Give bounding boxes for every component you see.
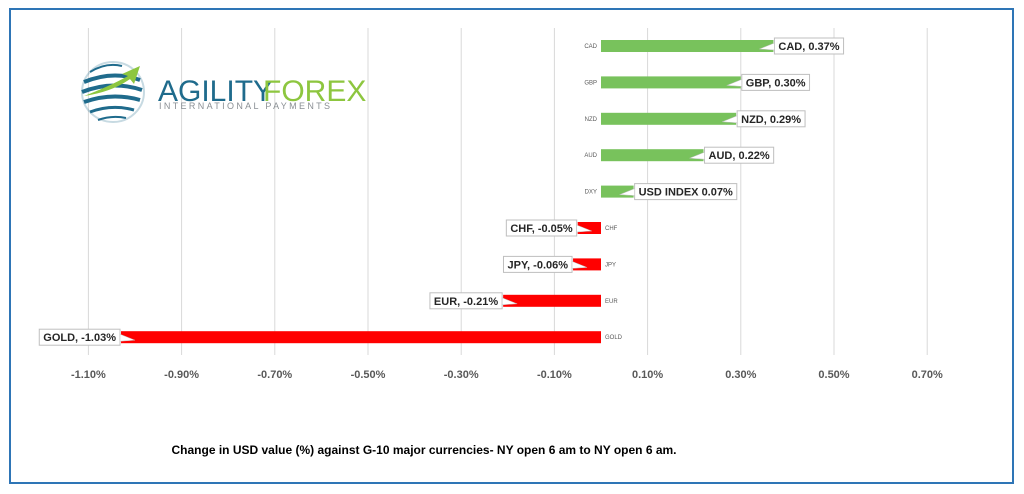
data-label-pointer (759, 42, 775, 51)
data-label-pointer (571, 261, 588, 269)
data-label: USD INDEX 0.07% (619, 183, 738, 201)
data-label-pointer (619, 188, 635, 196)
data-label-text: CHF, -0.05% (510, 223, 573, 235)
chart-frame (9, 8, 1014, 484)
x-tick-label: -0.30% (444, 369, 479, 381)
category-label: CAD (584, 44, 597, 50)
category-labels: CAD GBP NZD AUD DXY CHF JPY EUR GOLD (584, 44, 622, 341)
data-label-text: GBP, 0.30% (746, 77, 806, 89)
data-label-pointer (689, 151, 705, 160)
data-label-pointer (501, 297, 518, 306)
category-label: CHF (605, 226, 618, 232)
data-label-text: EUR, -0.21% (434, 296, 498, 308)
category-label: AUD (584, 153, 597, 159)
brand-word-1: AGILITY (158, 75, 273, 108)
data-label-pointer (119, 333, 136, 342)
data-label: GBP, 0.30% (726, 73, 811, 91)
x-tick-label: 0.50% (818, 369, 849, 381)
bar-aud (601, 149, 704, 162)
data-label-pointer (722, 115, 738, 124)
data-label-pointer (576, 224, 592, 233)
data-label-text: AUD, 0.22% (709, 150, 770, 162)
data-label-text: USD INDEX 0.07% (639, 187, 733, 199)
x-tick-label: 0.70% (912, 369, 943, 381)
bar-gbp (601, 76, 741, 89)
data-labels: CAD, 0.37% GBP, 0.30% NZD, 0.29% AUD, 0.22%… (38, 37, 845, 346)
data-label-text: JPY, -0.06% (507, 259, 568, 271)
category-label: GBP (584, 80, 597, 86)
brand-word-2: FOREX (263, 75, 366, 108)
category-label: JPY (605, 262, 616, 268)
bars-layer (121, 40, 774, 344)
data-label: CAD, 0.37% (759, 37, 845, 55)
globe-swoosh-icon (81, 61, 145, 123)
chart-caption: Change in USD value (%) against G-10 maj… (171, 443, 677, 457)
bar-nzd (601, 112, 737, 125)
x-tick-label: 0.30% (725, 369, 756, 381)
bar-cad (601, 40, 774, 52)
data-label: GOLD, -1.03% (38, 328, 136, 346)
x-tick-label: -1.10% (71, 369, 106, 381)
category-label: GOLD (605, 335, 623, 341)
data-label: AUD, 0.22% (689, 146, 775, 164)
x-tick-label: -0.10% (537, 369, 572, 381)
data-label-pointer (726, 79, 743, 87)
x-tick-label: -0.90% (164, 369, 199, 381)
data-label: CHF, -0.05% (505, 219, 592, 237)
data-label-text: NZD, 0.29% (741, 114, 801, 126)
data-label: NZD, 0.29% (722, 110, 806, 128)
agility-forex-logo: AGILITY FOREX INTERNATIONAL PAYMENTS (81, 61, 366, 123)
x-axis-ticks: -1.10% -0.90% -0.70% -0.50% -0.30% -0.10% 0.10… (71, 369, 943, 381)
x-tick-label: -0.50% (351, 369, 386, 381)
data-label: EUR, -0.21% (429, 292, 518, 310)
data-label-text: CAD, 0.37% (778, 41, 839, 53)
category-label: DXY (585, 190, 597, 196)
data-label: JPY, -0.06% (502, 255, 588, 273)
bar-eur (503, 294, 601, 307)
x-tick-label: 0.10% (632, 369, 663, 381)
bar-gold (121, 331, 602, 344)
x-tick-label: -0.70% (257, 369, 292, 381)
brand-tagline: INTERNATIONAL PAYMENTS (159, 101, 332, 111)
data-label-text: GOLD, -1.03% (43, 332, 116, 344)
category-label: NZD (585, 117, 598, 123)
category-label: EUR (605, 299, 618, 305)
